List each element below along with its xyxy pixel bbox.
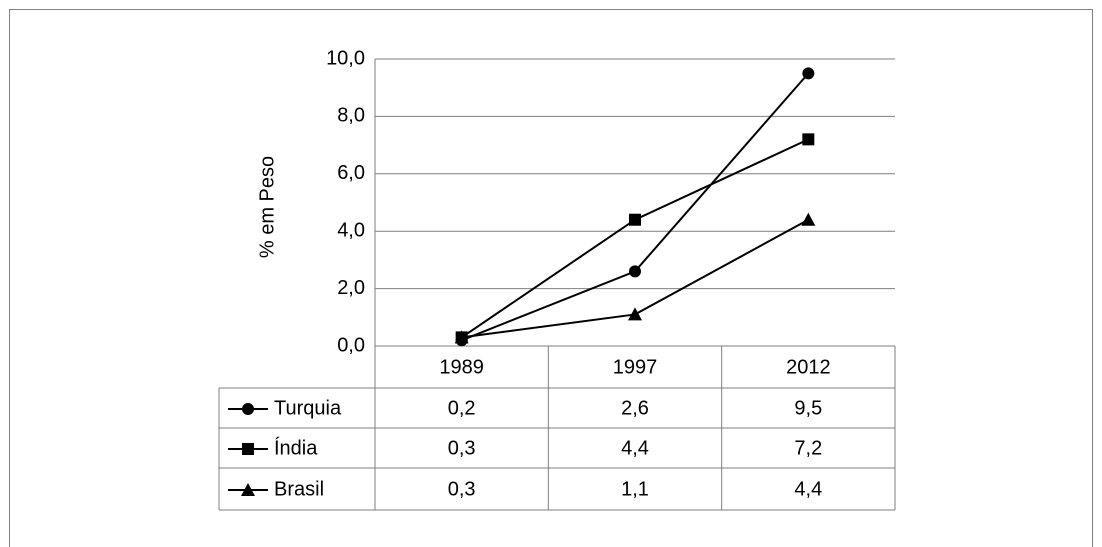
y-tick-label: 8,0 bbox=[337, 105, 365, 127]
legend-label: Brasil bbox=[274, 478, 324, 500]
y-axis-label: % em Peso bbox=[256, 156, 278, 258]
marker bbox=[802, 133, 815, 146]
x-tick-label: 1997 bbox=[613, 356, 658, 378]
table-value: 0,3 bbox=[448, 478, 476, 500]
marker bbox=[628, 307, 642, 321]
y-tick-label: 10,0 bbox=[326, 47, 365, 69]
marker bbox=[454, 330, 469, 344]
marker bbox=[242, 403, 254, 415]
table-value: 4,4 bbox=[794, 478, 822, 500]
legend-label: Turquia bbox=[274, 397, 342, 419]
table-value: 0,3 bbox=[448, 437, 476, 459]
marker bbox=[241, 483, 255, 496]
table-value: 4,4 bbox=[621, 437, 649, 459]
series-line bbox=[461, 72, 810, 342]
y-tick-label: 0,0 bbox=[337, 334, 365, 356]
marker bbox=[629, 213, 641, 226]
marker bbox=[629, 265, 641, 278]
table-value: 2,6 bbox=[621, 397, 649, 419]
y-tick-label: 6,0 bbox=[337, 162, 365, 184]
table-value: 7,2 bbox=[794, 437, 822, 459]
table-value: 9,5 bbox=[794, 397, 822, 419]
y-tick-label: 4,0 bbox=[337, 219, 365, 241]
y-tick-label: 2,0 bbox=[337, 277, 365, 299]
legend-label: Índia bbox=[274, 436, 318, 459]
marker bbox=[801, 212, 816, 226]
x-tick-label: 2012 bbox=[786, 356, 831, 378]
table-value: 1,1 bbox=[621, 478, 649, 500]
marker bbox=[242, 443, 254, 455]
frame bbox=[9, 9, 1093, 547]
x-tick-label: 1989 bbox=[439, 356, 484, 378]
table-value: 0,2 bbox=[448, 397, 476, 419]
marker bbox=[802, 67, 815, 80]
